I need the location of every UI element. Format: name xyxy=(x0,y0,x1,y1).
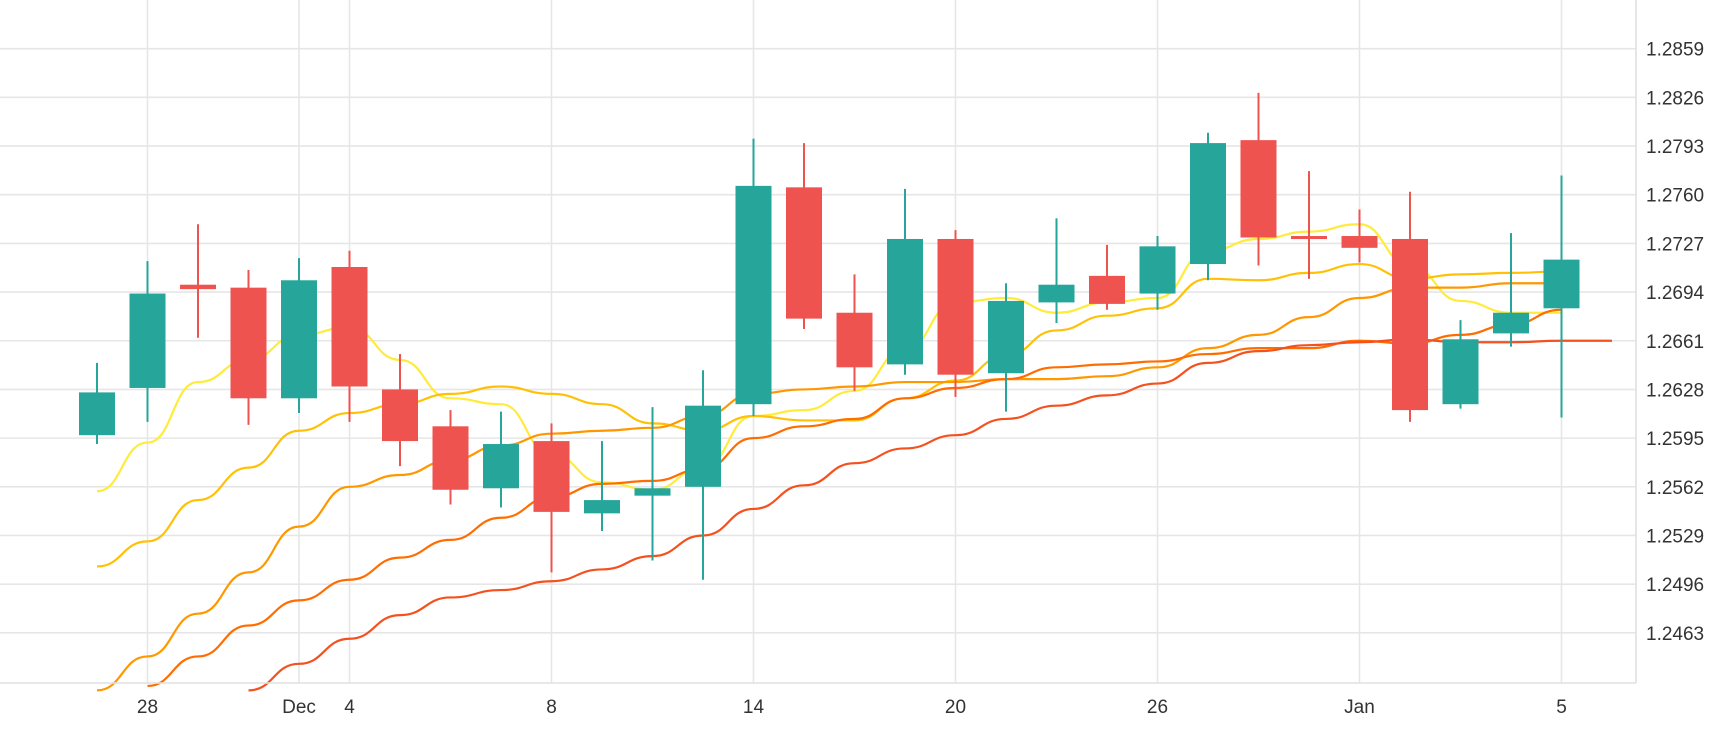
moving-average-line-3 xyxy=(96,282,1562,692)
candle-body xyxy=(483,444,519,489)
candle-body xyxy=(735,185,772,405)
candle-down xyxy=(1291,171,1327,279)
candle-body xyxy=(533,441,570,512)
y-tick-label: 1.2562 xyxy=(1646,478,1704,499)
y-tick-label: 1.2496 xyxy=(1646,575,1704,596)
candle-down xyxy=(1341,209,1378,263)
candle-up xyxy=(634,407,671,561)
candle-up xyxy=(1493,233,1529,347)
candle-up xyxy=(988,283,1024,412)
candle-up xyxy=(1139,236,1176,310)
candle-body xyxy=(432,426,469,490)
candle-body xyxy=(1543,259,1580,309)
candle-body xyxy=(382,389,418,442)
candle-body xyxy=(1392,238,1428,411)
candle-up xyxy=(1038,218,1075,324)
x-tick-label: 4 xyxy=(344,697,355,718)
candle-down xyxy=(180,224,216,338)
candle-down xyxy=(432,410,469,505)
candle-down xyxy=(1392,191,1428,422)
candle-up xyxy=(1190,132,1226,281)
candle-body xyxy=(584,500,620,514)
candle-up xyxy=(1543,175,1580,418)
y-tick-label: 1.2694 xyxy=(1646,283,1705,304)
y-tick-label: 1.2727 xyxy=(1646,234,1704,255)
candle-up xyxy=(281,258,317,414)
candle-up xyxy=(735,138,772,416)
x-tick-label: Dec xyxy=(282,697,316,718)
candle-body xyxy=(1291,236,1327,240)
candle-up xyxy=(1442,320,1479,409)
y-tick-label: 1.2760 xyxy=(1646,186,1704,207)
x-tick-label: 26 xyxy=(1147,697,1168,718)
candle-up xyxy=(483,411,519,508)
y-tick-label: 1.2463 xyxy=(1646,624,1704,645)
candle-down xyxy=(331,250,368,422)
x-tick-label: 20 xyxy=(945,697,966,718)
candle-body xyxy=(836,312,873,368)
candle-body xyxy=(988,300,1024,374)
x-tick-label: 14 xyxy=(743,697,765,718)
x-tick-label: 5 xyxy=(1556,697,1567,718)
axes: 1.2463 1.2496 1.2529 1.2562 1.2595 1.2628 1.26… xyxy=(0,0,1705,718)
moving-average-line-4 xyxy=(147,308,1562,688)
y-tick-label: 1.2793 xyxy=(1646,137,1704,158)
candle-body xyxy=(281,280,317,399)
candle-body xyxy=(79,392,115,436)
y-tick-label: 1.2826 xyxy=(1646,88,1704,109)
candle-down xyxy=(1240,92,1277,266)
candle-body xyxy=(685,405,721,487)
candle-body xyxy=(129,293,166,388)
candle-body xyxy=(1493,312,1529,334)
moving-average-line-5 xyxy=(248,338,1612,692)
candle-body xyxy=(887,238,923,365)
x-tick-label: 28 xyxy=(137,697,158,718)
y-tick-label: 1.2859 xyxy=(1646,40,1704,61)
candle-down xyxy=(382,354,418,467)
candle-down xyxy=(786,143,822,329)
x-tick-label: Jan xyxy=(1344,697,1375,718)
candle-body xyxy=(1190,143,1226,265)
y-tick-label: 1.2628 xyxy=(1646,380,1704,401)
y-tick-label: 1.2595 xyxy=(1646,429,1704,450)
candle-down xyxy=(937,230,974,397)
candles xyxy=(79,92,1580,580)
y-tick-label: 1.2529 xyxy=(1646,526,1704,547)
candle-body xyxy=(331,267,368,387)
candle-up xyxy=(887,188,923,375)
candle-body xyxy=(634,488,671,496)
candle-body xyxy=(937,238,974,375)
candle-up xyxy=(79,362,115,445)
candle-body xyxy=(1240,140,1277,238)
y-tick-label: 1.2661 xyxy=(1646,332,1704,353)
candle-down xyxy=(230,269,267,425)
candle-down xyxy=(836,274,873,391)
candle-body xyxy=(1089,275,1125,304)
candle-body xyxy=(180,284,216,290)
candle-body xyxy=(1442,339,1479,405)
candle-up xyxy=(685,370,721,580)
candle-up xyxy=(584,441,620,532)
candle-body xyxy=(786,187,822,319)
candle-up xyxy=(129,261,166,422)
candle-body xyxy=(230,287,267,399)
candle-body xyxy=(1139,246,1176,294)
candle-down xyxy=(1089,244,1125,310)
candle-body xyxy=(1341,236,1378,248)
x-tick-label: 8 xyxy=(546,697,557,718)
candle-down xyxy=(533,423,570,573)
candle-body xyxy=(1038,284,1075,303)
